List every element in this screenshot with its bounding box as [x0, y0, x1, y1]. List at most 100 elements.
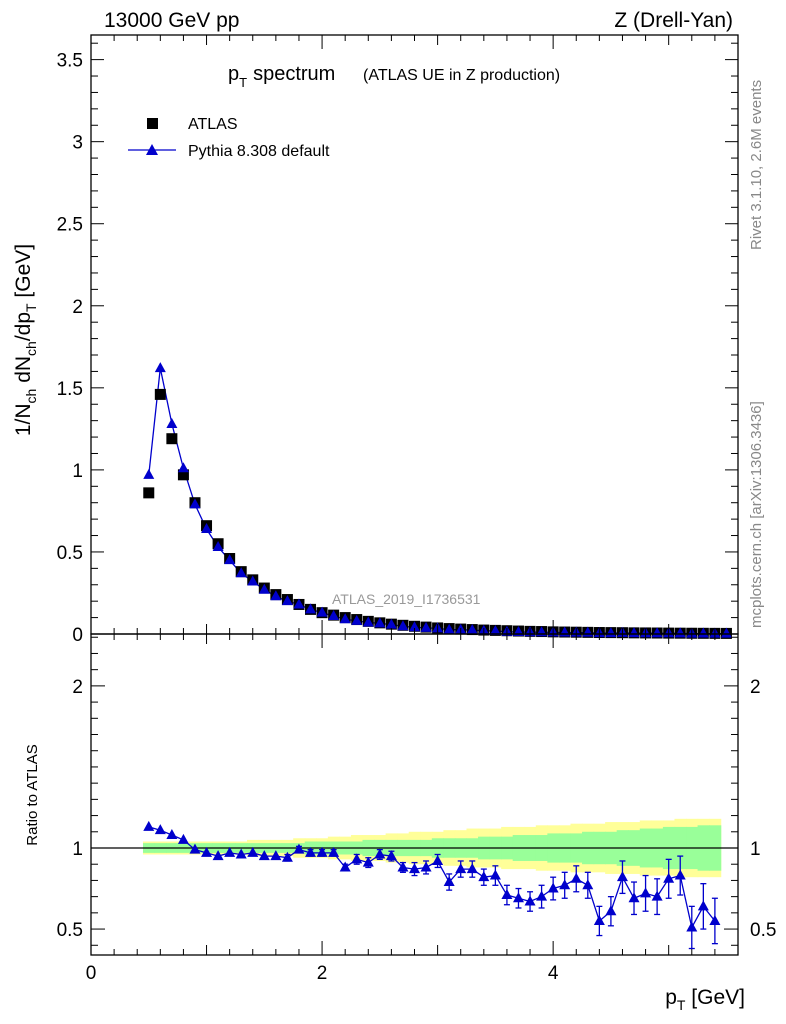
ratio-mc-point	[154, 824, 166, 835]
main-y-axis-label: 1/Nch dNch/dpT [GeV]	[12, 244, 39, 436]
ratio-mc-point	[524, 895, 536, 906]
ratio-mc-point	[674, 869, 686, 880]
mc-point	[605, 627, 617, 638]
ratio-mc-point	[686, 921, 698, 932]
ratio-mc-point	[605, 905, 617, 916]
ratio-y-tick-label: 1	[72, 839, 83, 860]
ratio-mc-point	[593, 914, 605, 925]
mc-point	[374, 617, 386, 628]
mc-point	[258, 583, 270, 594]
mc-point	[224, 554, 236, 565]
ratio-mc-point	[547, 882, 559, 893]
ratio-mc-point	[293, 843, 305, 854]
mc-point	[305, 603, 317, 614]
title-main: spectrum	[253, 63, 335, 85]
mc-point	[420, 621, 432, 632]
mc-point	[281, 595, 293, 606]
ratio-mc-point	[281, 851, 293, 862]
ratio-mc-point	[328, 846, 340, 857]
mc-point	[674, 627, 686, 638]
plot-title-note: (ATLAS UE in Z production)	[363, 67, 560, 84]
mc-point	[697, 627, 709, 638]
mc-point	[385, 618, 397, 629]
mc-point	[339, 613, 351, 624]
ratio-mc-point	[478, 871, 490, 882]
plot-title: pT spectrum	[228, 63, 335, 90]
mc-point	[189, 498, 201, 509]
ratio-mc-point	[559, 879, 571, 890]
ratio-y-tick-label-right: 1	[750, 839, 761, 860]
analysis-watermark: ATLAS_2019_I1736531	[332, 591, 481, 607]
mc-point	[166, 417, 178, 428]
ratio-mc-point	[166, 829, 178, 840]
legend-data-marker	[147, 118, 158, 129]
ratio-mc-point	[362, 856, 374, 867]
mc-point	[177, 462, 189, 473]
mc-point	[443, 623, 455, 634]
main-y-tick-label: 0	[72, 625, 83, 646]
x-axis-label: pT [GeV]	[665, 986, 745, 1013]
mc-point	[362, 616, 374, 627]
title-sub: T	[239, 75, 247, 90]
data-point	[143, 487, 155, 499]
ratio-mc-point	[351, 853, 363, 864]
ratio-mc-point	[316, 846, 328, 857]
main-y-tick-label: 1.5	[57, 379, 83, 400]
main-y-tick-label: 2	[72, 297, 83, 318]
rivet-label: Rivet 3.1.10, 2.6M events	[748, 80, 765, 250]
mc-point	[270, 590, 282, 601]
ratio-y-tick-label-right: 0.5	[750, 920, 776, 941]
ratio-mc-point	[536, 890, 548, 901]
main-y-tick-label: 3	[72, 133, 83, 154]
mcplots-label: mcplots.cern.ch [arXiv:1306.3436]	[748, 401, 765, 628]
ratio-mc-point	[663, 872, 675, 883]
mc-point	[212, 541, 224, 552]
legend-mc-marker	[146, 144, 158, 155]
header-left: 13000 GeV pp	[104, 9, 239, 32]
ratio-mc-point	[616, 871, 628, 882]
ratio-mc-point	[489, 869, 501, 880]
header-right: Z (Drell-Yan)	[614, 9, 733, 32]
ratio-mc-point	[374, 848, 386, 859]
ratio-mc-point	[709, 914, 721, 925]
mc-point	[409, 621, 420, 632]
ratio-frame	[90, 633, 739, 956]
main-y-tick-label: 2.5	[57, 215, 83, 236]
axis-ticks: 0 0.5 1 1.5 2 2.5 3 3.5 0.5 0.5 1 1 2 2 0 2 4	[57, 35, 776, 984]
main-y-tick-label: 1	[72, 461, 83, 482]
ratio-mc-point	[397, 861, 409, 872]
x-tick-label: 2	[317, 963, 328, 984]
ratio-mc-point	[270, 850, 282, 861]
ratio-mc-point	[305, 846, 317, 857]
ratio-y-tick-label: 2	[72, 677, 83, 698]
ratio-mc-point	[640, 887, 652, 898]
ratio-mc-point	[628, 892, 640, 903]
mc-point	[316, 606, 328, 617]
ratio-mc-point	[432, 854, 444, 865]
ratio-y-tick-label: 0.5	[57, 920, 83, 941]
mc-point	[154, 362, 166, 373]
ratio-mc-point	[339, 861, 351, 872]
mc-point	[351, 614, 363, 625]
mc-point	[247, 575, 259, 586]
ratio-mc-point	[224, 846, 236, 857]
mc-point	[143, 468, 155, 479]
legend-mc-label: Pythia 8.308 default	[188, 143, 330, 160]
ratio-mc-point	[651, 890, 663, 901]
ratio-mc-point	[512, 892, 524, 903]
ratio-mc-point	[189, 843, 201, 854]
plot-frames	[90, 34, 739, 956]
main-y-tick-label: 3.5	[57, 51, 83, 72]
ratio-mc-point	[466, 863, 478, 874]
main-y-tick-label: 0.5	[57, 543, 83, 564]
ratio-mc-point	[455, 863, 467, 874]
mc-point	[201, 522, 213, 533]
ratio-mc-point	[443, 876, 455, 887]
ratio-mc-point	[385, 850, 397, 861]
ratio-mc-point	[247, 846, 259, 857]
mc-point	[397, 620, 409, 631]
ratio-mc-point	[570, 872, 582, 883]
ratio-mc-point	[501, 889, 513, 900]
data-point	[177, 469, 189, 481]
